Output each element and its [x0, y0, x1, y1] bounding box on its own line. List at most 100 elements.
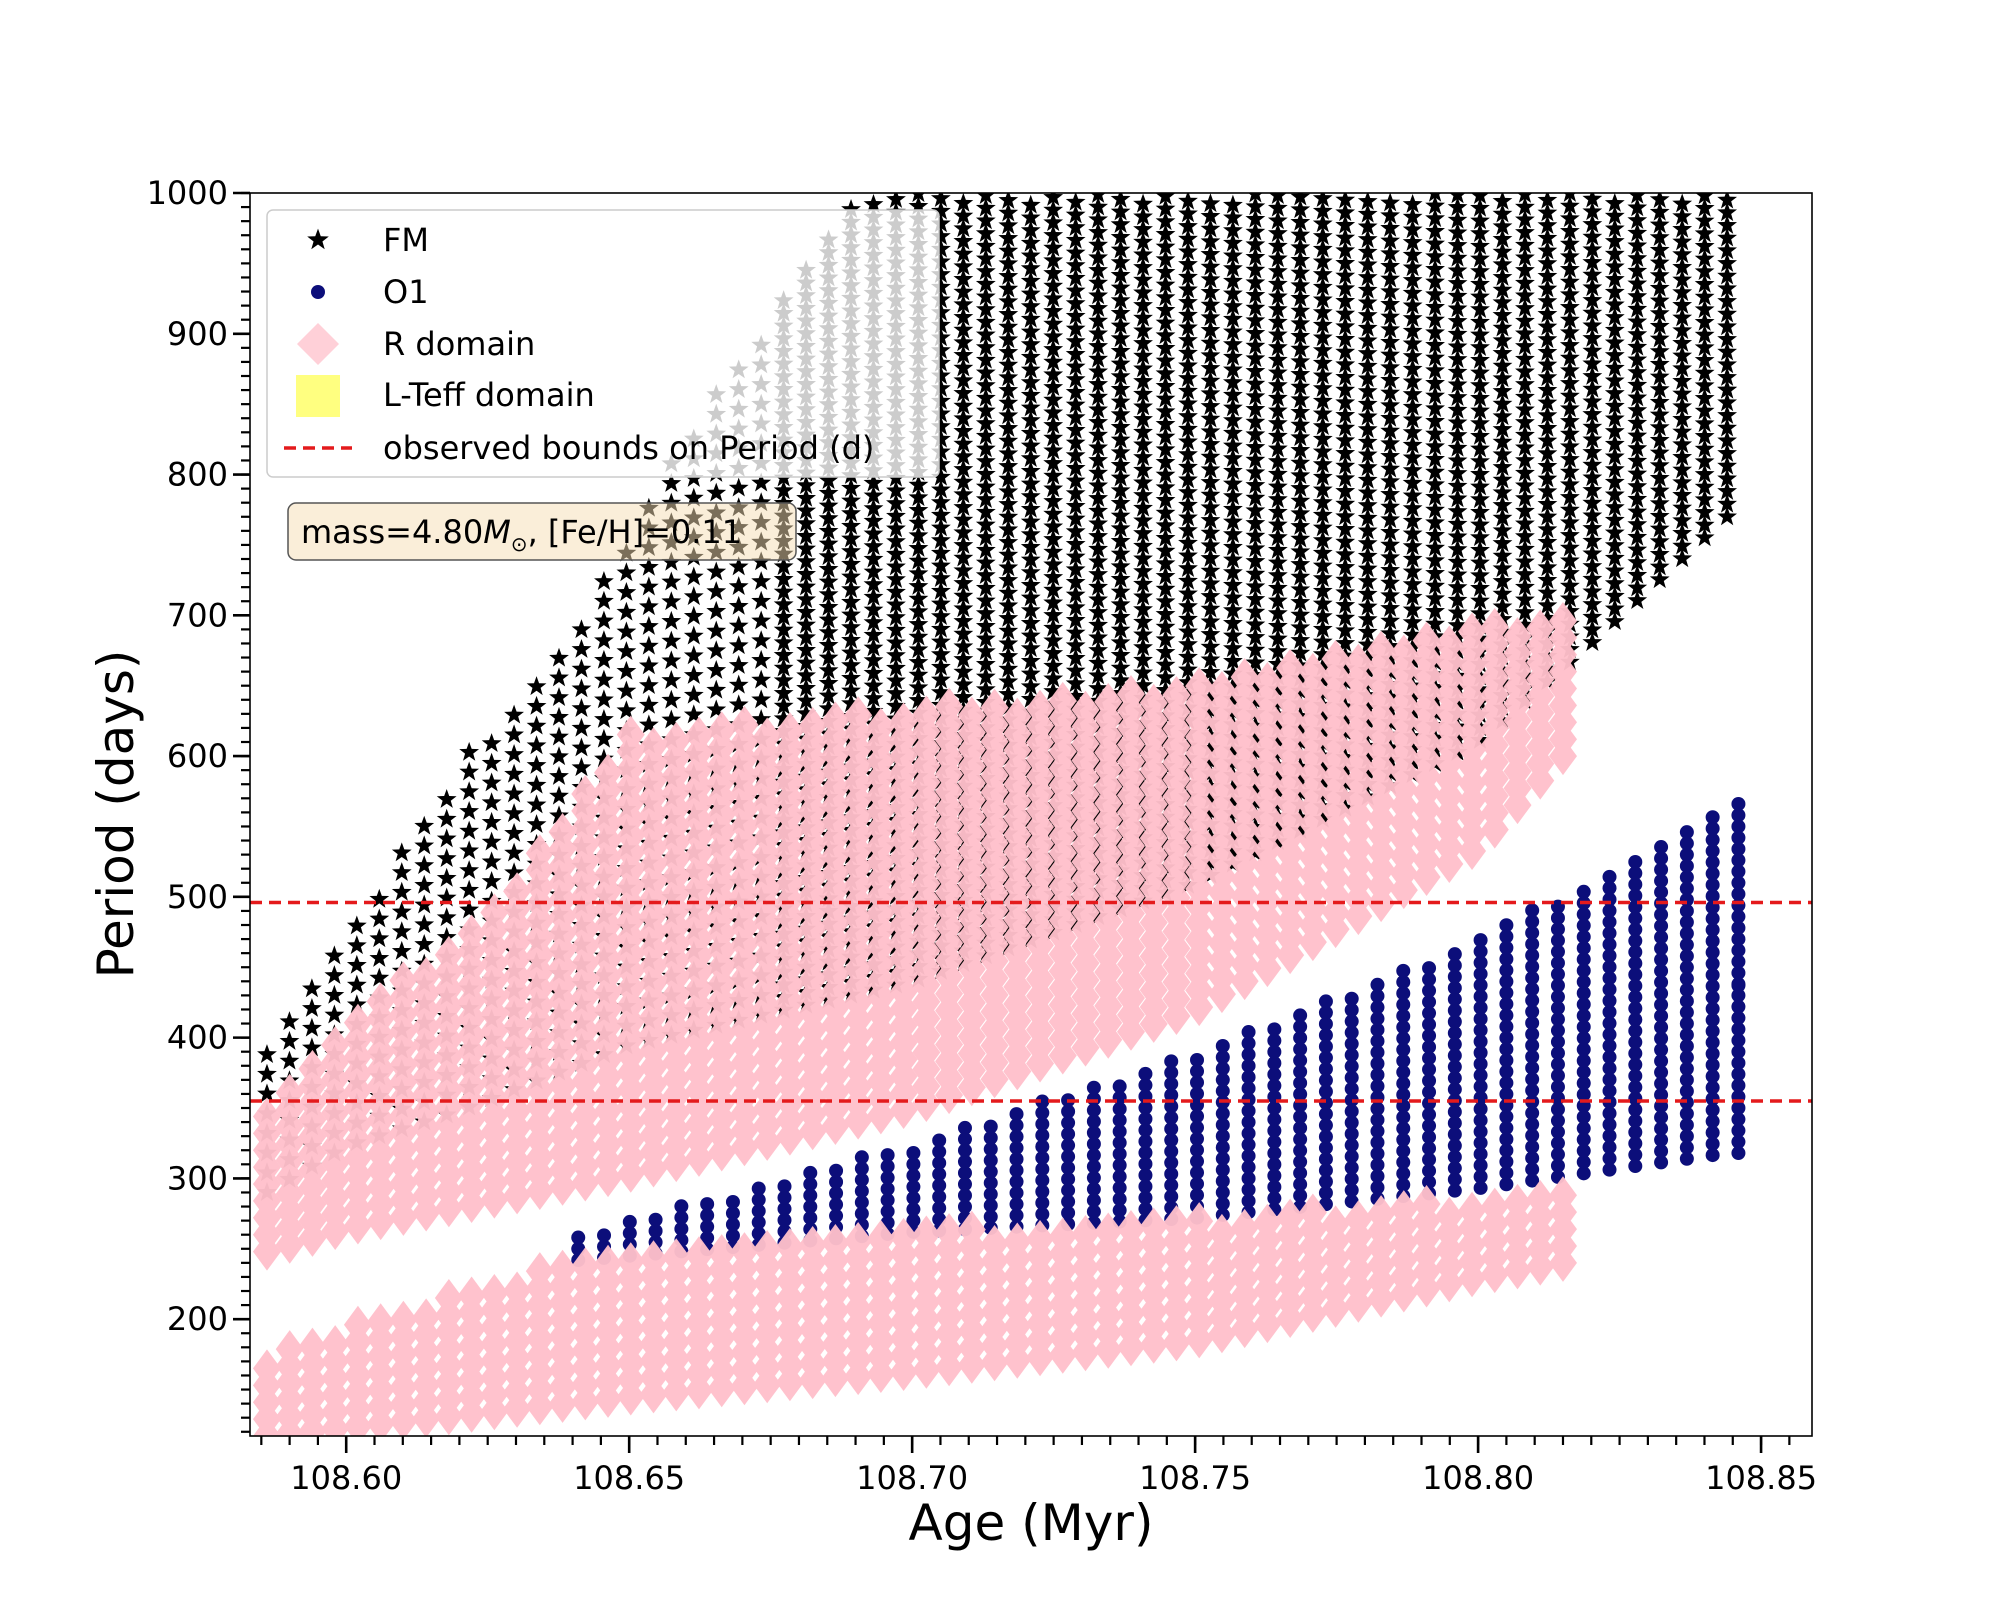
- o1-point: [1318, 1185, 1333, 1200]
- o1-point: [906, 1168, 921, 1183]
- r-domain-point: [1367, 630, 1396, 669]
- o1-point: [648, 1212, 663, 1227]
- o1-point: [1576, 1132, 1591, 1147]
- o1-point: [1628, 911, 1643, 926]
- o1-point: [1654, 1121, 1669, 1136]
- r-domain-point: [525, 1252, 554, 1291]
- o1-point: [880, 1148, 895, 1163]
- o1-point: [622, 1214, 637, 1229]
- o1-point: [1241, 1137, 1256, 1152]
- o1-point: [854, 1195, 869, 1210]
- o1-point: [1654, 851, 1669, 866]
- o1-point: [1550, 933, 1565, 948]
- o1-point: [1370, 1000, 1385, 1015]
- r-domain-point: [1548, 1176, 1577, 1215]
- o1-point: [1241, 1115, 1256, 1130]
- o1-point: [1318, 1118, 1333, 1133]
- fm-star-point: [526, 794, 547, 814]
- o1-point: [1241, 1047, 1256, 1062]
- o1-point: [1602, 1072, 1617, 1087]
- o1-point: [1602, 1083, 1617, 1098]
- o1-point: [1293, 1177, 1308, 1192]
- fm-star-point: [638, 576, 659, 596]
- o1-point: [1086, 1170, 1101, 1185]
- o1-point: [1447, 1138, 1462, 1153]
- r-domain-point: [412, 1298, 441, 1337]
- o1-point: [1576, 1008, 1591, 1023]
- o1-point: [1215, 1050, 1230, 1065]
- fm-star-point: [661, 650, 682, 670]
- r-domain-point: [1071, 690, 1100, 729]
- o1-point: [1602, 1027, 1617, 1042]
- r-domain-point: [844, 696, 873, 735]
- fm-star-point: [257, 1044, 277, 1063]
- o1-point: [1112, 1203, 1127, 1218]
- o1-point: [1447, 1003, 1462, 1018]
- r-domain-point: [707, 1234, 736, 1273]
- o1-point: [1190, 1176, 1205, 1191]
- o1-point: [1473, 1034, 1488, 1049]
- o1-point: [1731, 1146, 1746, 1161]
- o1-point: [1602, 948, 1617, 963]
- r-domain-point: [252, 1097, 281, 1136]
- o1-point: [1679, 1117, 1694, 1132]
- fm-star-point: [481, 851, 502, 871]
- o1-point: [1705, 821, 1720, 836]
- o1-point: [1628, 1136, 1643, 1151]
- fm-star-point: [504, 704, 524, 724]
- r-domain-point: [503, 1271, 532, 1310]
- fm-star-point: [728, 576, 749, 596]
- x-tick-label: 108.65: [573, 1459, 685, 1497]
- o1-point: [1318, 1174, 1333, 1189]
- x-tick-label: 108.70: [856, 1459, 968, 1497]
- o1-point: [1112, 1158, 1127, 1173]
- fm-star-point: [638, 635, 659, 655]
- o1-point: [1731, 943, 1746, 958]
- o1-point: [829, 1186, 844, 1201]
- r-domain-point: [434, 1278, 463, 1317]
- o1-point: [1576, 884, 1591, 899]
- o1-point: [1731, 909, 1746, 924]
- o1-point: [1241, 1193, 1256, 1208]
- o1-point: [1293, 1132, 1308, 1147]
- o1-point: [1499, 1109, 1514, 1124]
- o1-point: [1654, 1008, 1669, 1023]
- o1-point: [1705, 810, 1720, 825]
- o1-point: [1215, 1196, 1230, 1211]
- o1-point: [1267, 1146, 1282, 1161]
- o1-point: [1731, 1055, 1746, 1070]
- o1-point: [932, 1144, 947, 1159]
- o1-point: [1525, 914, 1540, 929]
- o1-point: [1525, 1083, 1540, 1098]
- o1-point: [1086, 1125, 1101, 1140]
- o1-point: [1679, 903, 1694, 918]
- o1-point: [1628, 933, 1643, 948]
- fm-star-point: [638, 596, 659, 616]
- o1-point: [1705, 1080, 1720, 1095]
- o1-point: [1679, 937, 1694, 952]
- o1-point: [1499, 1030, 1514, 1045]
- o1-point: [1370, 1056, 1385, 1071]
- fm-star-point: [279, 1011, 300, 1031]
- o1-point: [1731, 954, 1746, 969]
- r-domain-point: [1321, 1205, 1350, 1244]
- o1-point: [854, 1206, 869, 1221]
- fm-star-point: [436, 848, 457, 868]
- fm-star-point: [436, 808, 457, 828]
- o1-point: [1396, 1166, 1411, 1181]
- o1-point: [1241, 1036, 1256, 1051]
- fm-star-point: [661, 670, 682, 689]
- o1-point: [1705, 1001, 1720, 1016]
- o1-point: [1705, 934, 1720, 949]
- o1-point: [1267, 1157, 1282, 1172]
- o1-point: [700, 1219, 715, 1234]
- o1-point: [1009, 1197, 1024, 1212]
- o1-point: [1499, 940, 1514, 955]
- fm-star-point: [526, 695, 547, 715]
- r-domain-point: [889, 1217, 918, 1256]
- o1-point: [1705, 1058, 1720, 1073]
- o1-point: [1422, 1006, 1437, 1021]
- r-domain-point: [1253, 661, 1282, 700]
